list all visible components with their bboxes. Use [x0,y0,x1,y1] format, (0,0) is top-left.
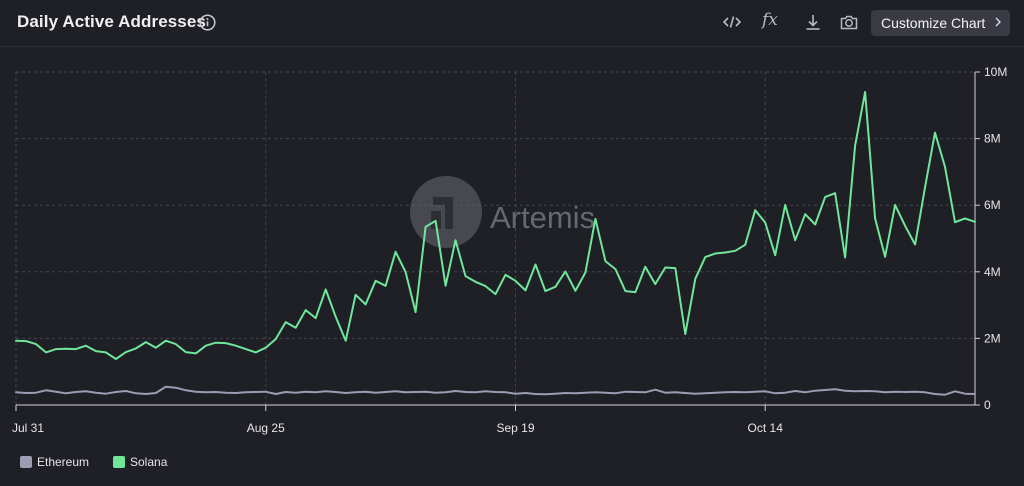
chart-header: Daily Active Addresses fx Customize Char… [0,0,1024,47]
x-tick-label: Jul 31 [12,421,44,435]
legend-label-ethereum: Ethereum [37,455,90,469]
chart-tick-labels: 0 2M 4M 6M 8M 10M Jul 31 Aug 25 Sep 19 Oct 14 [12,65,1007,435]
y-tick-label: 0 [984,398,991,412]
y-tick-label: 4M [984,265,1001,279]
y-tick-label: 10M [984,65,1007,79]
series-line-solana [15,91,976,360]
legend-label-solana: Solana [130,455,168,469]
chevron-right-icon [995,17,1001,27]
customize-chart-button[interactable]: Customize Chart [871,10,1010,36]
x-tick-label: Oct 14 [748,421,784,435]
legend-swatch-solana [113,456,125,468]
camera-icon[interactable] [839,12,859,32]
x-tick-label: Aug 25 [247,421,285,435]
formula-fx-icon[interactable]: fx [762,10,778,30]
embed-code-icon[interactable] [722,12,742,32]
legend-swatch-ethereum [20,456,32,468]
y-tick-label: 8M [984,132,1001,146]
y-tick-label: 6M [984,198,1001,212]
chart-axes [15,71,980,411]
download-icon[interactable] [803,12,823,32]
series-line-ethereum [15,385,976,396]
info-icon[interactable] [199,14,216,31]
customize-chart-label: Customize Chart [881,15,986,31]
chart-title: Daily Active Addresses [17,12,206,31]
y-tick-label: 2M [984,331,1001,345]
line-chart: Artemis 0 2M 4M 6M 8M 10M Jul 31 Aug 25 Sep 19 Oc… [12,65,1007,435]
watermark-text: Artemis [490,200,595,235]
chart-grid [15,71,975,405]
chart-series [15,91,976,396]
x-tick-label: Sep 19 [496,421,534,435]
